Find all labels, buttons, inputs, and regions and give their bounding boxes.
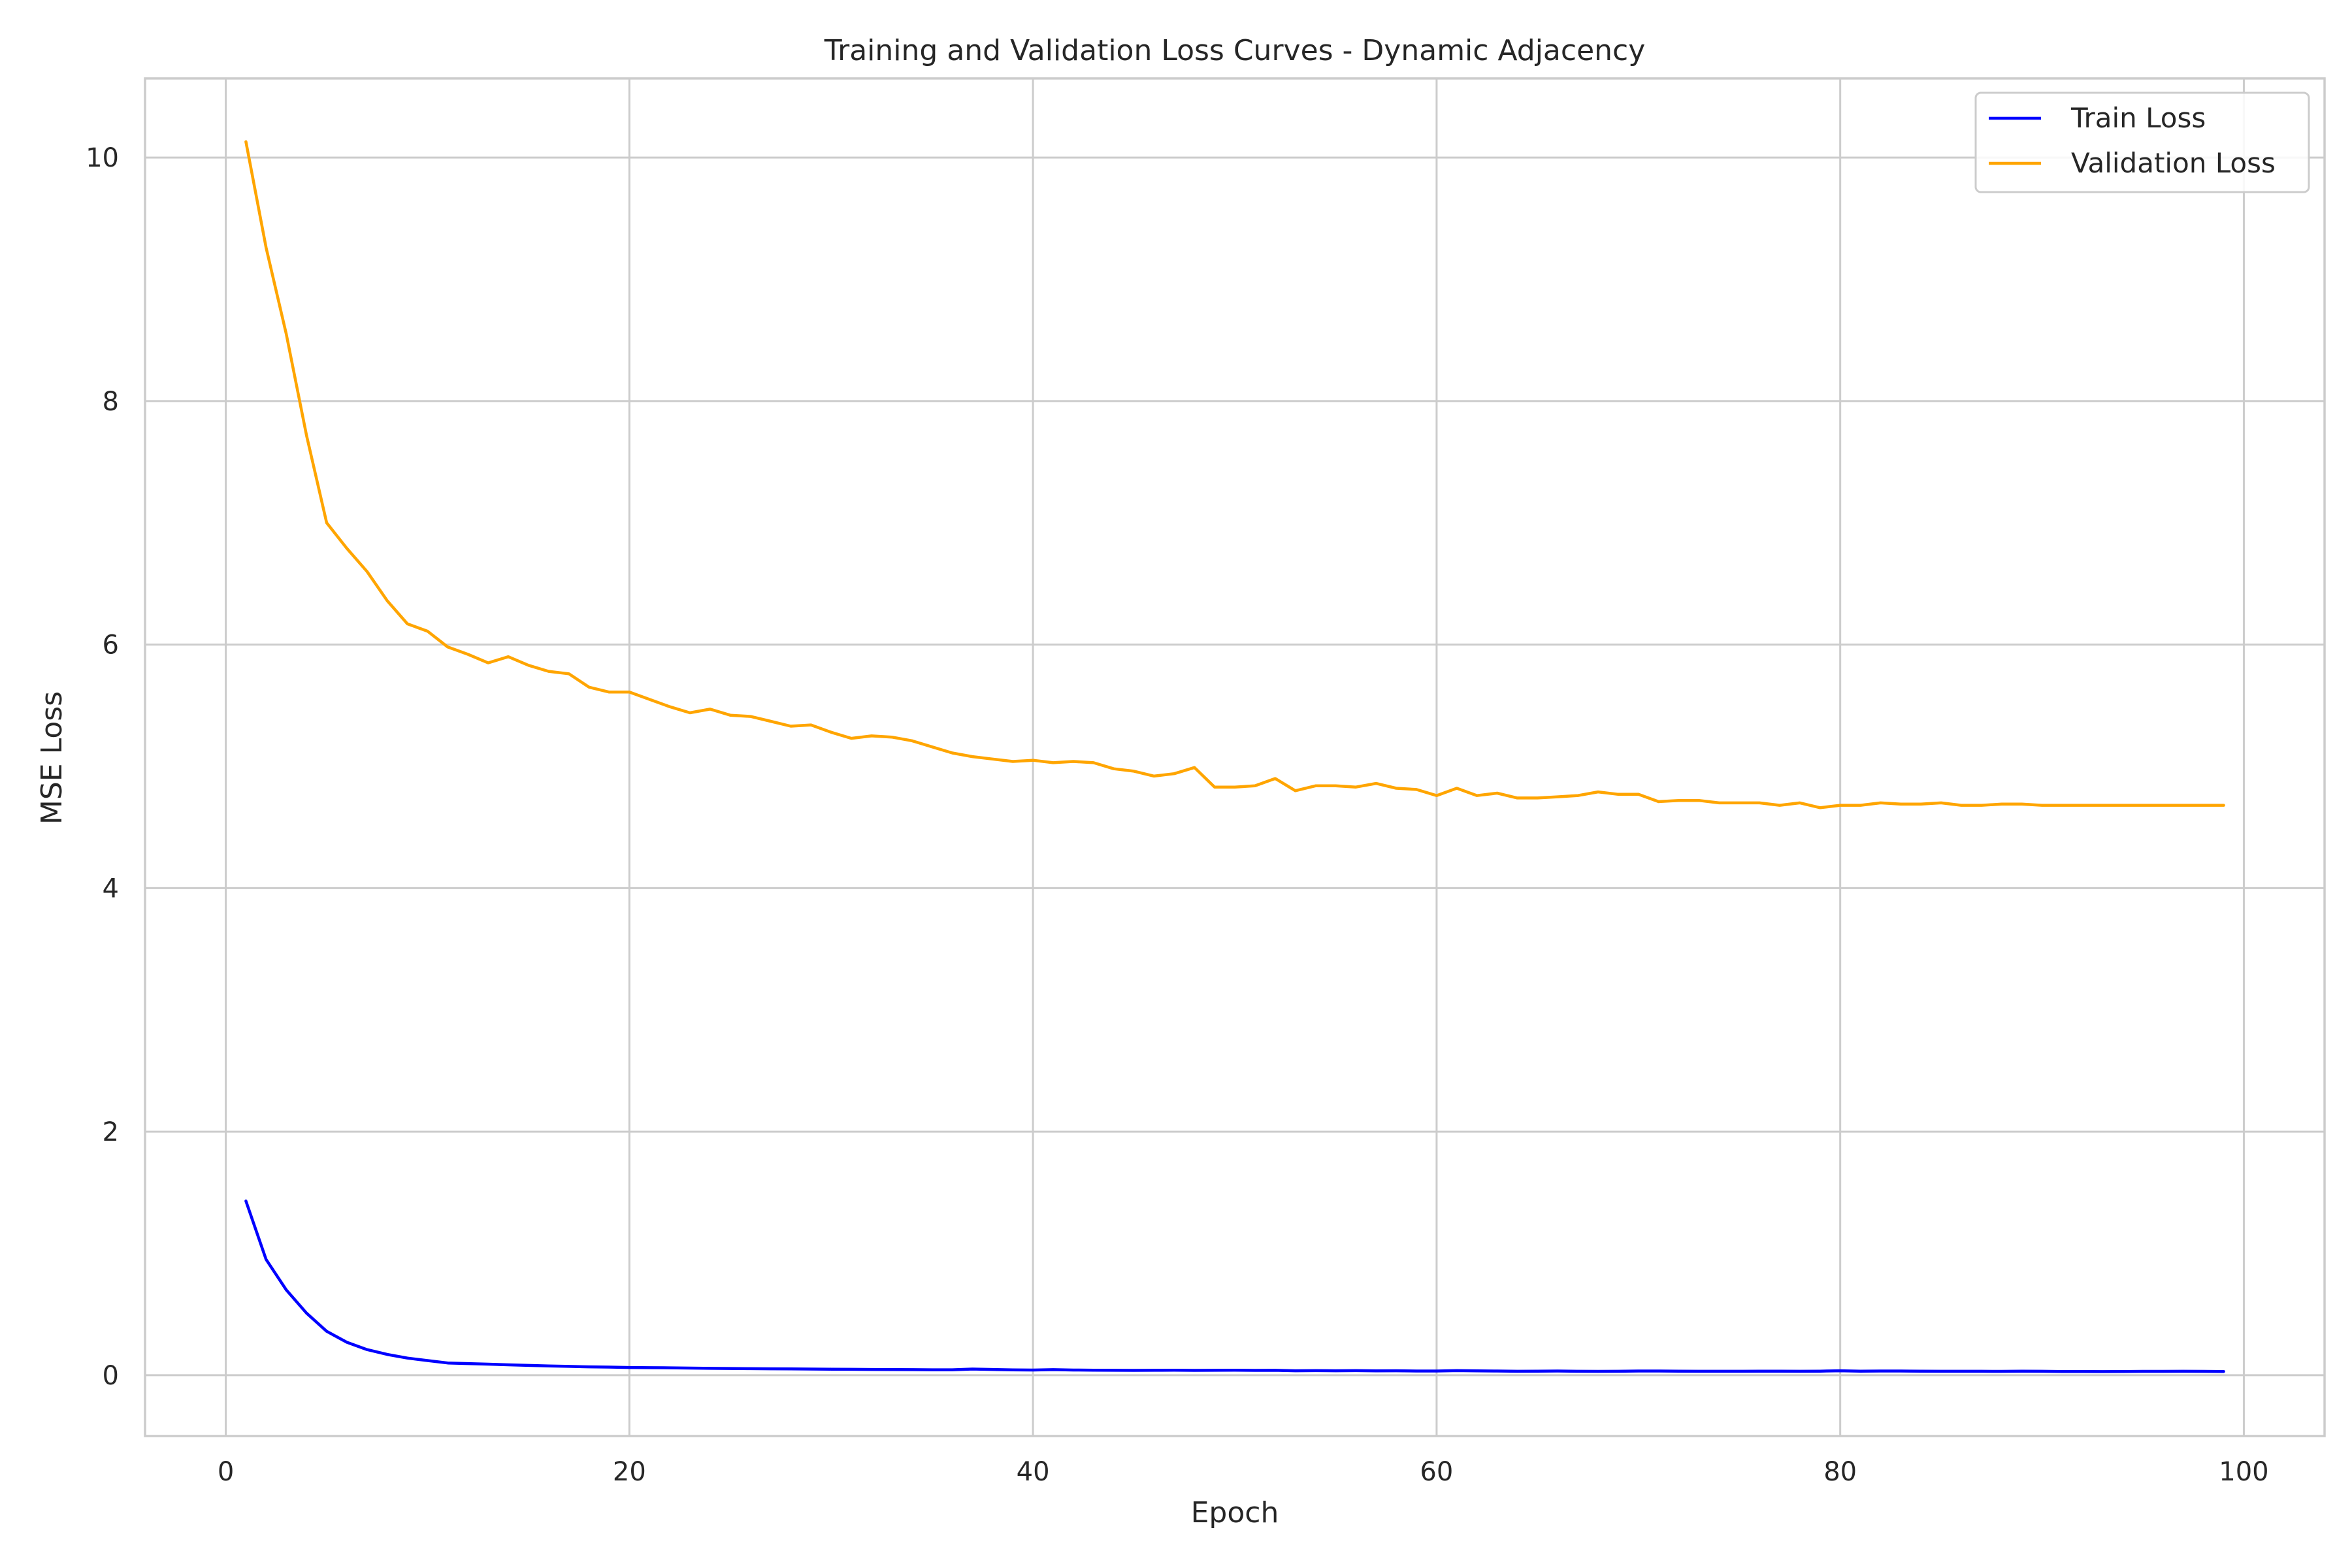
x-tick-label: 40 [1017, 1457, 1050, 1487]
x-tick-labels: 0 20 40 60 80 100 [218, 1457, 2269, 1487]
y-tick-label: 10 [86, 143, 119, 173]
validation-loss-line [244, 140, 2225, 809]
chart-title: Training and Validation Loss Curves - Dy… [824, 34, 1646, 67]
x-axis-label: Epoch [1191, 1496, 1279, 1529]
legend-label-train-loss: Train Loss [2070, 102, 2206, 134]
y-tick-labels: 0 2 4 6 8 10 [86, 143, 119, 1391]
y-tick-label: 8 [103, 387, 119, 417]
y-tick-label: 4 [103, 874, 119, 904]
legend: Train Loss Validation Loss [1974, 91, 2310, 193]
legend-frame [1974, 91, 2310, 193]
x-tick-label: 0 [218, 1457, 234, 1487]
x-tick-label: 100 [2219, 1457, 2268, 1487]
series-layer [244, 140, 2225, 1373]
y-tick-label: 0 [103, 1361, 119, 1391]
x-tick-label: 20 [613, 1457, 646, 1487]
legend-label-validation-loss: Validation Loss [2071, 147, 2276, 179]
grid [145, 78, 2325, 1436]
plot-frame [144, 77, 2326, 1437]
train-loss-line [244, 1200, 2225, 1373]
x-tick-label: 60 [1420, 1457, 1453, 1487]
y-tick-label: 6 [103, 630, 119, 661]
y-tick-label: 2 [103, 1117, 119, 1147]
x-tick-label: 80 [1823, 1457, 1857, 1487]
y-axis-label: MSE Loss [35, 691, 69, 825]
